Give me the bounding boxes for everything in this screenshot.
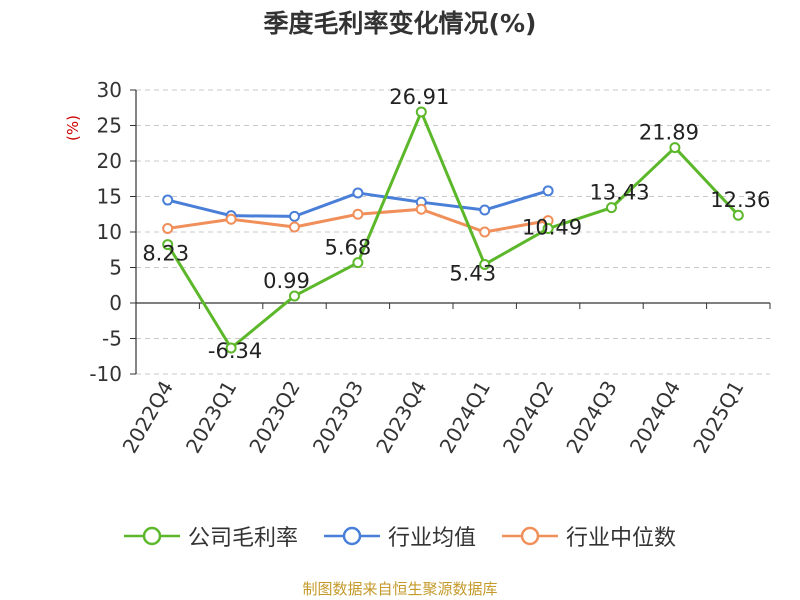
x-tick-label: 2023Q1: [181, 377, 241, 458]
data-point[interactable]: [162, 194, 174, 206]
legend-swatch-company: [123, 526, 180, 546]
y-tick-label: 30: [97, 78, 122, 102]
data-point[interactable]: [352, 257, 364, 269]
data-point[interactable]: [289, 221, 300, 233]
data-label: 5.68: [325, 236, 372, 260]
legend: 公司毛利率 行业均值 行业中位数: [0, 520, 800, 552]
data-point[interactable]: [225, 342, 237, 354]
legend-swatch-industry-median: [502, 526, 558, 546]
data-label: 26.91: [389, 85, 449, 109]
y-tick-label: 20: [97, 149, 122, 173]
y-tick-label: -5: [102, 327, 122, 351]
data-point[interactable]: [289, 210, 300, 222]
data-point[interactable]: [479, 204, 491, 216]
x-tick-label: 2024Q3: [561, 377, 621, 458]
source-note: 制图数据来自恒生聚源数据库: [302, 580, 498, 598]
data-point[interactable]: [542, 185, 554, 197]
data-point[interactable]: [225, 213, 237, 225]
y-tick-label: 15: [97, 185, 122, 209]
data-point[interactable]: [415, 203, 427, 215]
data-label: 13.43: [589, 181, 649, 205]
data-point[interactable]: [415, 106, 427, 118]
x-tick-label: 2024Q2: [498, 377, 558, 458]
data-point[interactable]: [352, 187, 364, 199]
data-point[interactable]: [606, 202, 617, 214]
y-tick-label: 10: [97, 220, 122, 244]
x-tick-label: 2024Q4: [625, 377, 685, 458]
x-tick-label: 2025Q1: [688, 377, 748, 458]
data-point[interactable]: [162, 239, 174, 251]
data-point[interactable]: [479, 258, 491, 270]
series-line: [166, 110, 740, 350]
data-point[interactable]: [352, 208, 364, 220]
chart-title: 季度毛利率变化情况(%): [263, 9, 537, 38]
data-point[interactable]: [669, 142, 681, 154]
data-point[interactable]: [732, 209, 744, 221]
legend-label-company: 公司毛利率: [187, 526, 298, 551]
legend-swatch-industry-mean: [323, 526, 380, 546]
data-point[interactable]: [162, 222, 174, 234]
x-tick-label: 2023Q3: [308, 377, 368, 458]
legend-label-industry-mean: 行业均值: [387, 526, 476, 551]
data-label: 12.36: [710, 188, 770, 212]
y-tick-label: -10: [89, 362, 122, 386]
legend-item-company[interactable]: 公司毛利率: [123, 520, 298, 552]
data-label: -6.34: [208, 339, 262, 363]
x-tick-label: 2022Q4: [118, 377, 178, 458]
x-tick-label: 2024Q1: [435, 377, 495, 458]
y-tick-label: 0: [109, 291, 122, 315]
legend-item-industry-median[interactable]: 行业中位数: [502, 520, 676, 552]
data-label: 10.49: [522, 216, 582, 240]
y-tick-label: 25: [97, 114, 122, 138]
data-label: 0.99: [263, 269, 310, 293]
x-tick-label: 2023Q4: [371, 377, 431, 458]
legend-item-industry-mean[interactable]: 行业均值: [323, 520, 476, 552]
legend-label-industry-median: 行业中位数: [566, 526, 677, 551]
data-point[interactable]: [289, 290, 300, 302]
data-label: 21.89: [639, 121, 699, 145]
data-label: 8.23: [142, 242, 189, 266]
y-axis-label: (%): [64, 115, 82, 141]
data-point[interactable]: [542, 223, 554, 235]
y-tick-label: 5: [109, 256, 122, 280]
x-tick-label: 2023Q2: [244, 377, 304, 458]
data-label: 5.43: [449, 261, 496, 285]
data-point[interactable]: [479, 226, 491, 238]
